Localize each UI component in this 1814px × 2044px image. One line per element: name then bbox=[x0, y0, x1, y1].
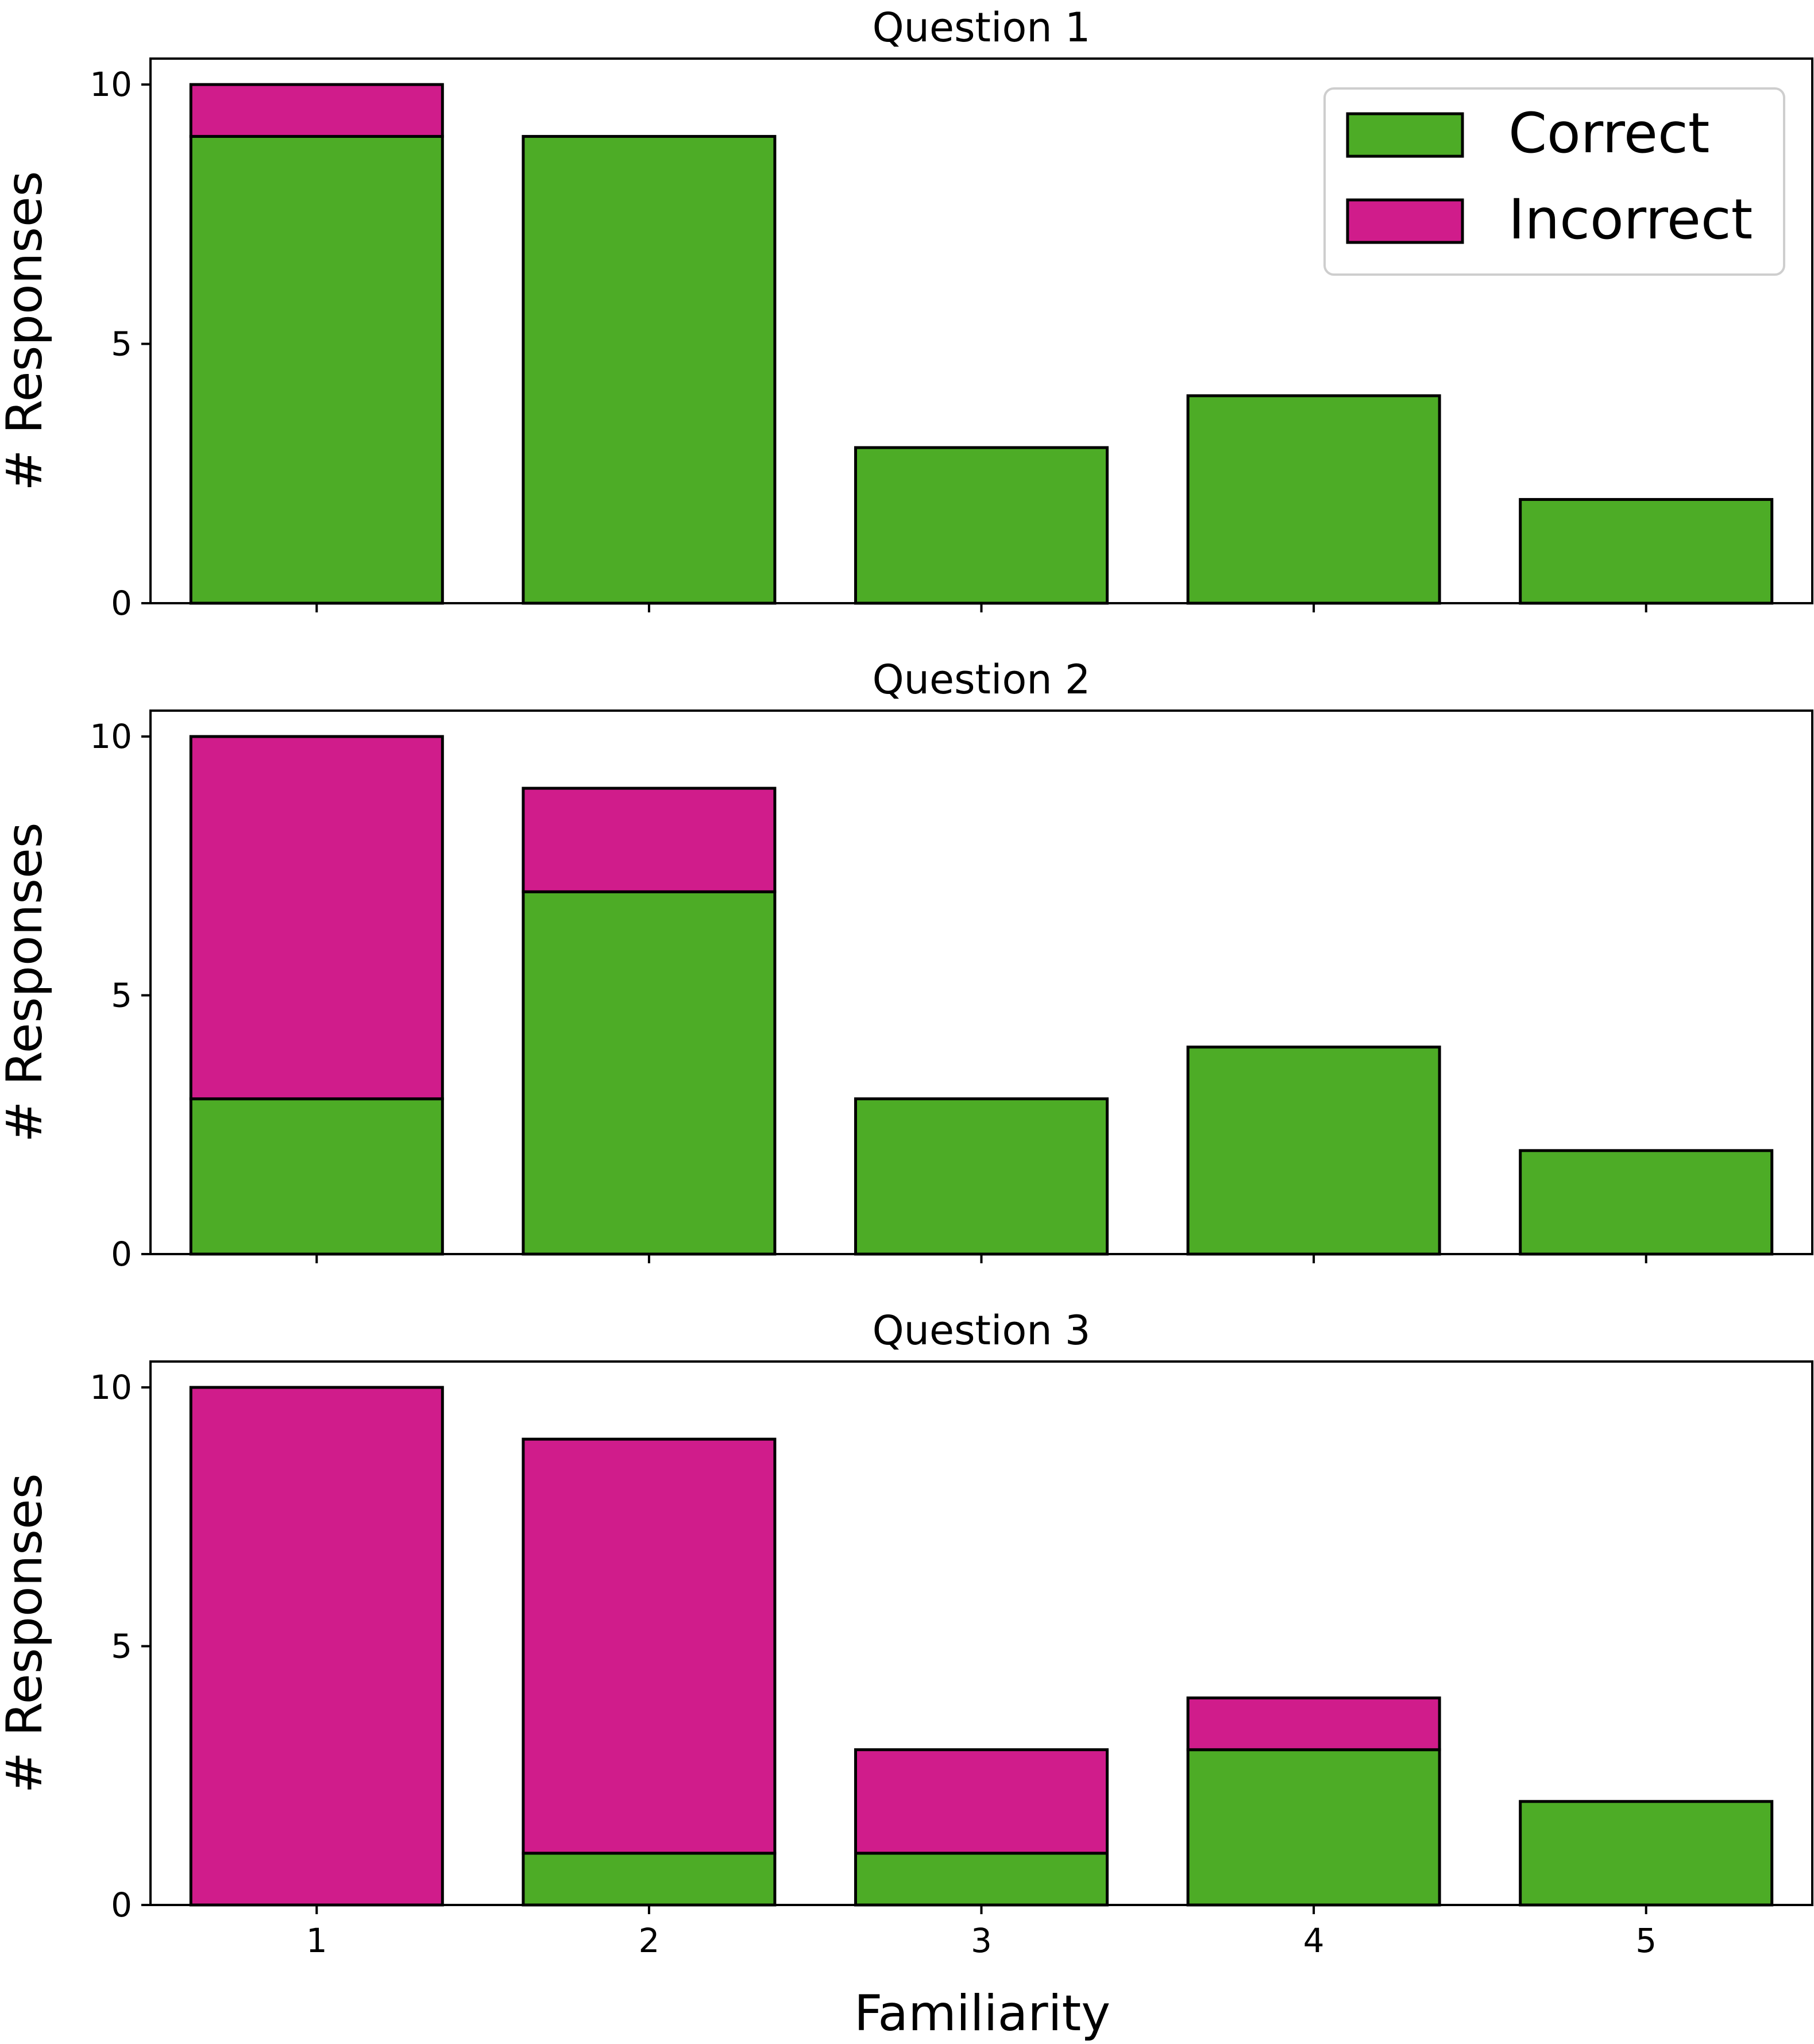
legend-label-incorrect: Incorrect bbox=[1508, 187, 1753, 252]
legend: Correct Incorrect bbox=[1323, 87, 1785, 276]
bar-correct-4 bbox=[1186, 1046, 1441, 1256]
bar-incorrect-1 bbox=[189, 1386, 444, 1907]
bar-incorrect-2 bbox=[522, 1437, 777, 1855]
legend-label-correct: Correct bbox=[1508, 101, 1709, 165]
bar-correct-3 bbox=[854, 1097, 1109, 1256]
bar-correct-3 bbox=[854, 1852, 1109, 1907]
y-axis-label: # Responses bbox=[0, 822, 53, 1142]
x-tick-label: 1 bbox=[306, 1921, 327, 1960]
y-tick-label: 0 bbox=[111, 584, 132, 623]
x-tick-label: 2 bbox=[638, 1921, 659, 1960]
legend-swatch-correct bbox=[1346, 112, 1464, 158]
chart-panel-1: Question 1 0 5 10 # Responses Correct Incorrec… bbox=[0, 4, 1813, 623]
bar-correct-4 bbox=[1186, 1748, 1441, 1907]
bar-incorrect-1 bbox=[189, 83, 444, 138]
y-tick-label: 5 bbox=[111, 1627, 132, 1666]
y-tick-label: 10 bbox=[90, 65, 132, 104]
bar-correct-1 bbox=[189, 1097, 444, 1256]
bar-incorrect-3 bbox=[854, 1748, 1109, 1855]
y-tick-label: 0 bbox=[111, 1885, 132, 1925]
panel-title: Question 2 bbox=[873, 656, 1091, 703]
x-axis-label: Familiarity bbox=[854, 1985, 1110, 2042]
x-tick-label: 4 bbox=[1303, 1921, 1325, 1960]
bar-correct-1 bbox=[189, 134, 444, 605]
bar-incorrect-1 bbox=[189, 735, 444, 1101]
bar-correct-5 bbox=[1519, 1800, 1774, 1907]
bar-correct-3 bbox=[854, 446, 1109, 605]
bar-incorrect-4 bbox=[1186, 1696, 1441, 1752]
y-tick-label: 10 bbox=[90, 717, 132, 756]
legend-swatch-incorrect bbox=[1346, 198, 1464, 244]
bar-correct-2 bbox=[522, 1852, 777, 1907]
chart-panel-2: Question 2 0 5 10 # Responses bbox=[0, 656, 1813, 1274]
bar-correct-5 bbox=[1519, 1149, 1774, 1256]
y-tick-label: 10 bbox=[90, 1368, 132, 1407]
y-axis-label: # Responses bbox=[0, 1473, 53, 1793]
y-tick-label: 5 bbox=[111, 976, 132, 1015]
panel-title: Question 1 bbox=[873, 4, 1091, 51]
y-tick-label: 0 bbox=[111, 1235, 132, 1274]
bar-correct-4 bbox=[1186, 394, 1441, 605]
panel-title: Question 3 bbox=[873, 1307, 1091, 1354]
bar-incorrect-2 bbox=[522, 786, 777, 893]
bar-correct-2 bbox=[522, 890, 777, 1256]
chart-panel-3: Question 3 0 5 10 1 2 3 4 5 # Responses bbox=[0, 1307, 1813, 1960]
y-tick-label: 5 bbox=[111, 325, 132, 364]
y-axis-label: # Responses bbox=[0, 171, 53, 491]
bar-correct-2 bbox=[522, 134, 777, 605]
x-tick-label: 3 bbox=[971, 1921, 992, 1960]
bar-correct-5 bbox=[1519, 497, 1774, 605]
x-tick-label: 5 bbox=[1635, 1921, 1657, 1960]
